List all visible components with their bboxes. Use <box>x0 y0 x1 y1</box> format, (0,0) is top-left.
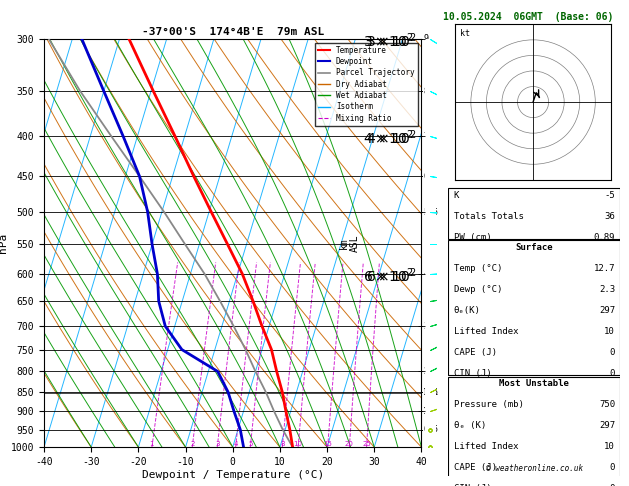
Text: 297: 297 <box>599 421 615 431</box>
Text: 8: 8 <box>280 441 284 447</box>
Text: 4: 4 <box>233 441 238 447</box>
Text: 2.3: 2.3 <box>599 285 615 294</box>
Text: 36: 36 <box>604 211 615 221</box>
Text: 15: 15 <box>323 441 332 447</box>
Text: 0: 0 <box>610 464 615 472</box>
Text: 0: 0 <box>610 369 615 378</box>
Text: 3: 3 <box>423 322 428 330</box>
Text: 12.7: 12.7 <box>594 264 615 273</box>
Text: Lifted Index: Lifted Index <box>454 442 518 451</box>
Text: 2: 2 <box>190 441 194 447</box>
X-axis label: Dewpoint / Temperature (°C): Dewpoint / Temperature (°C) <box>142 469 324 480</box>
Text: 0: 0 <box>610 485 615 486</box>
Text: 297: 297 <box>599 306 615 315</box>
Text: 1: 1 <box>423 407 428 416</box>
Text: kt: kt <box>460 29 470 38</box>
Text: Totals Totals: Totals Totals <box>454 211 523 221</box>
Text: 8: 8 <box>423 87 428 96</box>
Text: CAPE (J): CAPE (J) <box>454 348 497 357</box>
Text: Dewp (°C): Dewp (°C) <box>454 285 502 294</box>
Text: 750: 750 <box>599 400 615 410</box>
Text: 25: 25 <box>362 441 371 447</box>
Text: 10: 10 <box>294 441 303 447</box>
Text: 3: 3 <box>215 441 220 447</box>
Bar <box>448 377 620 486</box>
Text: 20: 20 <box>345 441 353 447</box>
Text: 6: 6 <box>423 172 428 181</box>
Text: CIN (J): CIN (J) <box>454 485 491 486</box>
Text: 5: 5 <box>248 441 252 447</box>
Text: K: K <box>454 191 459 200</box>
Y-axis label: Mixing Ratio (g/kg): Mixing Ratio (g/kg) <box>426 195 435 291</box>
Text: © weatheronline.co.uk: © weatheronline.co.uk <box>486 464 583 473</box>
Y-axis label: hPa: hPa <box>0 233 8 253</box>
Text: 4: 4 <box>423 269 428 278</box>
Text: Temp (°C): Temp (°C) <box>454 264 502 273</box>
Text: 10: 10 <box>604 327 615 336</box>
Text: 5.5: 5.5 <box>423 208 438 217</box>
Text: 0.89: 0.89 <box>594 232 615 242</box>
Text: Lifted Index: Lifted Index <box>454 327 518 336</box>
Text: CAPE (J): CAPE (J) <box>454 464 497 472</box>
Text: Surface: Surface <box>516 243 553 252</box>
Text: PW (cm): PW (cm) <box>454 232 491 242</box>
Text: θₑ (K): θₑ (K) <box>454 421 486 431</box>
Text: 0.5: 0.5 <box>423 425 438 434</box>
Text: 7: 7 <box>423 132 428 141</box>
Text: θₑ(K): θₑ(K) <box>454 306 481 315</box>
Text: 10.05.2024  06GMT  (Base: 06): 10.05.2024 06GMT (Base: 06) <box>443 12 613 22</box>
Legend: Temperature, Dewpoint, Parcel Trajectory, Dry Adiabat, Wet Adiabat, Isotherm, Mi: Temperature, Dewpoint, Parcel Trajectory… <box>315 43 418 125</box>
Bar <box>448 240 620 375</box>
Text: 10: 10 <box>604 442 615 451</box>
Text: -5: -5 <box>604 191 615 200</box>
Text: Pressure (mb): Pressure (mb) <box>454 400 523 410</box>
Title: -37°00'S  174°4B'E  79m ASL: -37°00'S 174°4B'E 79m ASL <box>142 27 324 37</box>
Text: 0: 0 <box>610 348 615 357</box>
Text: 1.5: 1.5 <box>423 387 438 397</box>
Text: CIN (J): CIN (J) <box>454 369 491 378</box>
Bar <box>448 188 620 239</box>
Text: 2: 2 <box>423 367 428 376</box>
Text: Most Unstable: Most Unstable <box>499 380 569 388</box>
Text: LCL: LCL <box>423 388 438 398</box>
Y-axis label: km
ASL: km ASL <box>338 234 360 252</box>
Text: 9: 9 <box>423 35 428 43</box>
Text: 1: 1 <box>150 441 154 447</box>
